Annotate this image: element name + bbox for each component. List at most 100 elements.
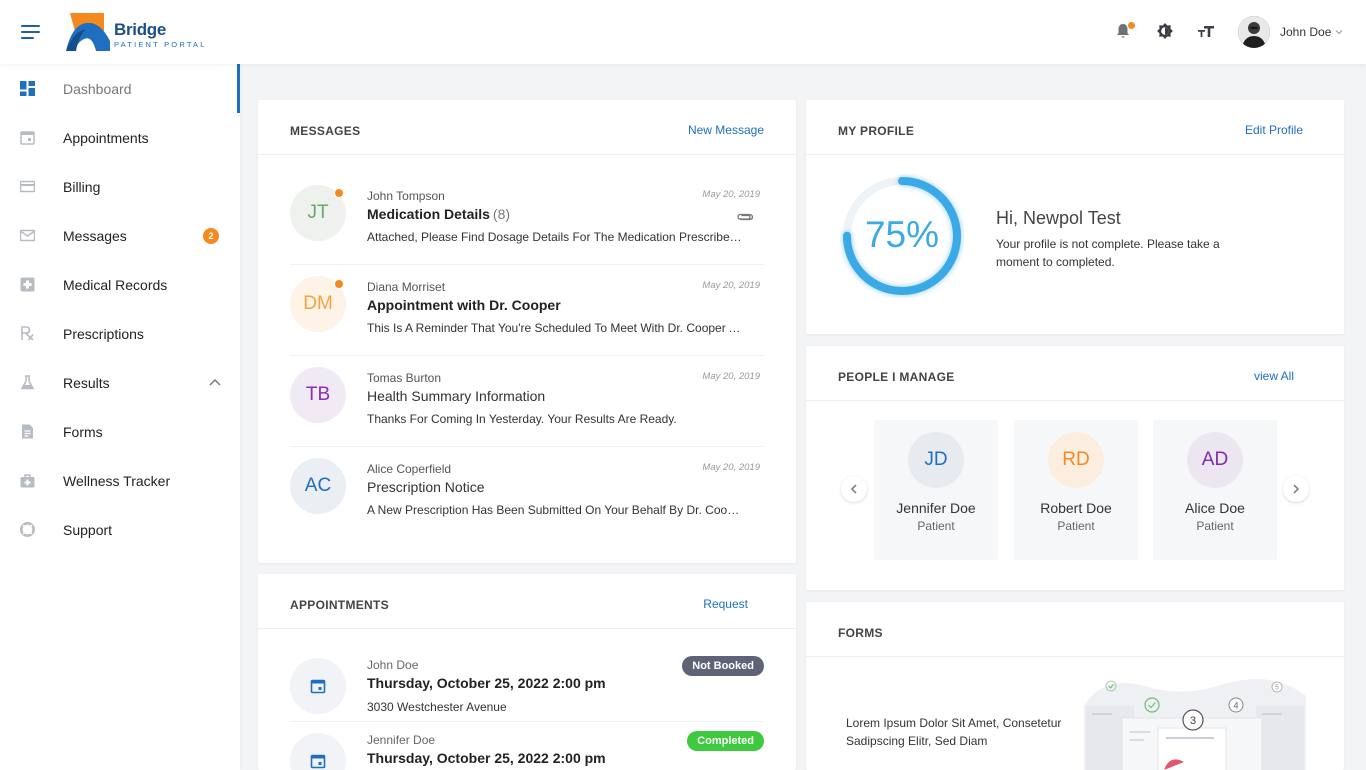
brand-logo[interactable]: Bridge PATIENT PORTAL <box>66 11 216 53</box>
appointments-card-header: APPOINTMENTS Request <box>258 574 796 629</box>
carousel-prev-button[interactable] <box>841 476 867 502</box>
sidebar-item-messages[interactable]: Messages 2 <box>0 211 240 260</box>
profile-percent: 75% <box>864 214 940 255</box>
status-badge: Completed <box>687 731 764 751</box>
forms-illustration: 3 4 5 <box>1084 679 1306 770</box>
messages-title: MESSAGES <box>290 124 361 138</box>
credit-card-icon <box>20 180 35 193</box>
sidebar-item-appointments[interactable]: Appointments <box>0 113 240 162</box>
sidebar-item-label: Support <box>63 522 113 538</box>
appointment-patient: Jennifer Doe <box>367 733 436 747</box>
profile-title: MY PROFILE <box>838 124 915 138</box>
brand-name: Bridge <box>114 20 167 39</box>
carousel-next-button[interactable] <box>1283 476 1309 502</box>
message-item[interactable]: TB Tomas Burton May 20, 2019 Health Summ… <box>290 356 764 447</box>
avatar: RD <box>1048 432 1104 488</box>
message-sender: John Tompson <box>367 189 445 203</box>
message-subject: Medication Details (8) <box>367 206 510 222</box>
status-badge: Not Booked <box>682 656 764 676</box>
message-sender: Alice Coperfield <box>367 462 452 476</box>
chevron-down-icon <box>1336 30 1343 35</box>
avatar: AC <box>290 458 346 514</box>
profile-progress-ring <box>842 176 962 296</box>
message-preview: Attached, Please Find Dosage Details For… <box>367 230 743 244</box>
person-role: Patient <box>917 519 955 533</box>
appointment-item[interactable]: Jennifer Doe Thursday, October 25, 2022 … <box>290 723 764 770</box>
appointment-patient: John Doe <box>367 658 419 672</box>
person-card[interactable]: JD Jennifer Doe Patient <box>874 420 998 560</box>
sidebar-item-results[interactable]: Results <box>0 358 240 407</box>
bridge-logo-icon <box>66 13 110 51</box>
messages-card: MESSAGES New Message JT John Tompson May… <box>258 100 796 563</box>
unread-dot <box>334 279 344 289</box>
message-sender: Diana Morriset <box>367 280 446 294</box>
text-size-icon[interactable] <box>1197 22 1217 42</box>
message-preview: Thanks For Coming In Yesterday. Your Res… <box>367 412 677 426</box>
view-all-link[interactable]: view All <box>1253 369 1294 383</box>
appointments-card: APPOINTMENTS Request John Doe Thursday, … <box>258 574 796 770</box>
appointment-icon-circle <box>290 733 346 770</box>
user-name: John Doe <box>1280 25 1332 39</box>
appointments-title: APPOINTMENTS <box>290 598 389 612</box>
sidebar-item-forms[interactable]: Forms <box>0 407 240 456</box>
step-4-label: 4 <box>1233 701 1238 711</box>
message-date: May 20, 2019 <box>702 280 760 291</box>
medical-cross-icon <box>20 277 35 292</box>
top-header: Bridge PATIENT PORTAL John Doe <box>0 0 1366 64</box>
forms-card-header: FORMS <box>806 602 1344 657</box>
request-appointment-link[interactable]: Request <box>703 597 748 611</box>
person-card[interactable]: AD Alice Doe Patient <box>1153 420 1277 560</box>
people-card: PEOPLE I MANAGE view All JD Jennifer Doe… <box>806 346 1344 590</box>
profile-card: MY PROFILE Edit Profile 75% Hi, Newpol T… <box>806 100 1344 334</box>
sidebar-item-label: Results <box>63 375 110 391</box>
mail-icon <box>20 229 35 242</box>
appointment-item[interactable]: John Doe Thursday, October 25, 2022 2:00… <box>290 648 764 722</box>
flask-icon <box>20 375 35 390</box>
user-menu[interactable]: John Doe <box>1238 16 1343 48</box>
appointment-icon-circle <box>290 658 346 714</box>
calendar-icon <box>20 131 35 145</box>
edit-profile-link[interactable]: Edit Profile <box>1244 123 1303 137</box>
sidebar-item-label: Medical Records <box>63 277 168 293</box>
menu-toggle-icon[interactable] <box>21 25 40 39</box>
sidebar-item-label: Forms <box>63 424 103 440</box>
message-subject: Appointment with Dr. Cooper <box>367 297 561 313</box>
brightness-icon[interactable] <box>1156 22 1176 42</box>
message-item[interactable]: DM Diana Morriset May 20, 2019 Appointme… <box>290 265 764 356</box>
dashboard-icon <box>20 81 35 96</box>
message-item[interactable]: AC Alice Coperfield May 20, 2019 Prescri… <box>290 447 764 538</box>
sidebar-item-support[interactable]: Support <box>0 505 240 554</box>
sidebar-item-billing[interactable]: Billing <box>0 162 240 211</box>
appointment-location: 3030 Westchester Avenue <box>367 700 507 714</box>
person-name: Jennifer Doe <box>896 500 976 516</box>
sidebar-item-wellness-tracker[interactable]: Wellness Tracker <box>0 456 240 505</box>
person-role: Patient <box>1057 519 1095 533</box>
sidebar-item-prescriptions[interactable]: Prescriptions <box>0 309 240 358</box>
sidebar-item-label: Appointments <box>63 130 149 146</box>
avatar <box>1238 16 1270 48</box>
message-subject-text: Medication Details <box>367 206 490 222</box>
sidebar-item-medical-records[interactable]: Medical Records <box>0 260 240 309</box>
sidebar-item-label: Billing <box>63 179 101 195</box>
message-sender: Tomas Burton <box>367 371 442 385</box>
rx-icon <box>21 326 34 341</box>
bell-icon[interactable] <box>1114 22 1135 42</box>
message-preview: A New Prescription Has Been Submitted On… <box>367 503 743 517</box>
message-item[interactable]: JT John Tompson May 20, 2019 Medication … <box>290 174 764 265</box>
document-icon <box>22 424 33 439</box>
avatar: TB <box>290 367 346 423</box>
sidebar-item-label: Wellness Tracker <box>63 473 171 489</box>
chevron-right-icon <box>1293 484 1300 494</box>
chevron-up-icon[interactable] <box>209 378 221 386</box>
calendar-icon <box>310 754 326 769</box>
person-card[interactable]: RD Robert Doe Patient <box>1014 420 1138 560</box>
profile-status-text: Your profile is not complete. Please tak… <box>996 237 1220 269</box>
paperclip-icon <box>737 213 754 221</box>
people-title: PEOPLE I MANAGE <box>838 370 955 384</box>
sidebar-item-dashboard[interactable]: Dashboard <box>0 64 240 113</box>
appointment-datetime: Thursday, October 25, 2022 2:00 pm <box>367 675 606 691</box>
forms-card: FORMS Lorem Ipsum Dolor Sit Amet, Conset… <box>806 602 1344 770</box>
new-message-link[interactable]: New Message <box>687 123 764 137</box>
profile-card-header: MY PROFILE Edit Profile <box>806 100 1344 155</box>
calendar-icon <box>310 679 326 694</box>
